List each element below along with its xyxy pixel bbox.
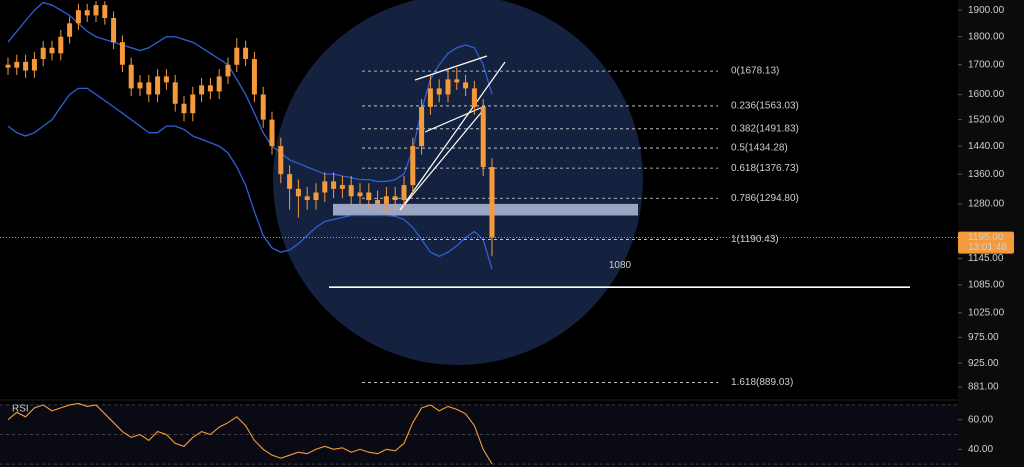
candle-body	[207, 85, 213, 92]
candle-body	[419, 106, 425, 147]
fib-label: 0.382(1491.83)	[731, 123, 799, 134]
candle-body	[427, 88, 433, 107]
candle-body	[383, 196, 389, 204]
y-tick-label: 1440.00	[968, 141, 1005, 152]
candle-body	[348, 185, 354, 197]
fib-label: 1(1190.43)	[731, 234, 779, 245]
candle-body	[199, 85, 205, 95]
candle-body	[216, 76, 222, 92]
candle-body	[463, 82, 469, 89]
candle-body	[58, 36, 64, 54]
trend-line	[399, 61, 506, 211]
candle-body	[93, 5, 99, 16]
last-price-label: 1195.00	[968, 232, 1004, 243]
candle-body	[410, 146, 416, 186]
candle-body	[75, 10, 81, 24]
fib-label: 1.618(889.03)	[731, 377, 793, 388]
countdown-label: 13:01:48	[968, 242, 1007, 253]
candle-body	[49, 47, 55, 54]
y-tick-label: 1360.00	[968, 169, 1005, 180]
candle-body	[111, 18, 117, 43]
candle-body	[5, 64, 11, 68]
candle-body	[436, 88, 442, 95]
candle-body	[14, 61, 20, 68]
candle-body	[304, 196, 310, 201]
y-tick-label: 925.00	[968, 358, 999, 369]
candle-body	[331, 181, 337, 189]
fib-label: 0.786(1294.80)	[731, 193, 799, 204]
candle-body	[137, 82, 143, 89]
rsi-title: RSI	[12, 404, 29, 415]
rsi-line	[7, 402, 493, 465]
candle-body	[480, 106, 486, 167]
candle-body	[102, 5, 108, 19]
candle-body	[119, 42, 125, 65]
candle-body	[155, 76, 161, 95]
candle-body	[67, 23, 73, 37]
target-label: 1080	[609, 260, 632, 271]
candle-body	[260, 94, 266, 120]
y-tick-label: 1700.00	[968, 59, 1005, 70]
candle-body	[31, 59, 37, 71]
candle-body	[392, 196, 398, 201]
bollinger-band	[7, 87, 493, 270]
candle-body	[366, 192, 372, 201]
rsi-tick-label: 40.00	[968, 444, 993, 455]
y-tick-label: 1025.00	[968, 307, 1005, 318]
candle-body	[251, 59, 257, 95]
candle-body	[278, 146, 284, 175]
y-tick-label: 975.00	[968, 332, 999, 343]
fib-label: 0(1678.13)	[731, 66, 779, 77]
zone	[333, 203, 638, 216]
fib-label: 0.236(1563.03)	[731, 101, 799, 112]
candle-body	[471, 88, 477, 107]
candle-body	[339, 185, 345, 189]
candle-body	[172, 82, 178, 104]
y-tick-label: 1600.00	[968, 89, 1005, 100]
trend-line	[414, 55, 488, 81]
last-price-tag	[958, 231, 1014, 254]
rsi-pane	[0, 404, 958, 467]
candle-body	[357, 192, 363, 197]
candle-body	[445, 79, 451, 95]
fib-label: 0.618(1376.73)	[731, 163, 799, 174]
highlight-circle	[273, 0, 643, 365]
fib-label: 0.5(1434.28)	[731, 143, 788, 154]
candle-body	[401, 185, 407, 201]
candle-body	[84, 10, 90, 16]
trend-line	[399, 107, 486, 211]
candle-body	[190, 94, 196, 114]
candle-body	[269, 119, 275, 147]
candle-body	[313, 192, 319, 201]
y-tick-label: 1145.00	[968, 253, 1004, 264]
y-tick-label: 1280.00	[968, 199, 1005, 210]
y-tick-label: 1085.00	[968, 280, 1005, 291]
candle-body	[454, 79, 460, 83]
candle-body	[243, 47, 249, 60]
candle-body	[287, 174, 293, 189]
candle-body	[40, 47, 46, 60]
candle-body	[375, 200, 381, 204]
candle-body	[128, 64, 134, 89]
rsi-tick-label: 60.00	[968, 414, 993, 425]
candle-body	[234, 47, 240, 65]
y-tick-label: 1520.00	[968, 114, 1005, 125]
candle-body	[295, 188, 301, 197]
trend-line	[424, 105, 486, 133]
y-tick-label: 1900.00	[968, 5, 1005, 16]
candle-body	[23, 61, 29, 71]
candle-body	[225, 64, 231, 77]
candle-body	[181, 103, 187, 114]
candle-body	[146, 82, 152, 95]
candle-body	[322, 181, 328, 193]
candle-body	[489, 166, 495, 238]
y-tick-label: 1800.00	[968, 31, 1005, 42]
y-tick-label: 881.00	[968, 382, 999, 393]
candle-body	[163, 76, 169, 83]
